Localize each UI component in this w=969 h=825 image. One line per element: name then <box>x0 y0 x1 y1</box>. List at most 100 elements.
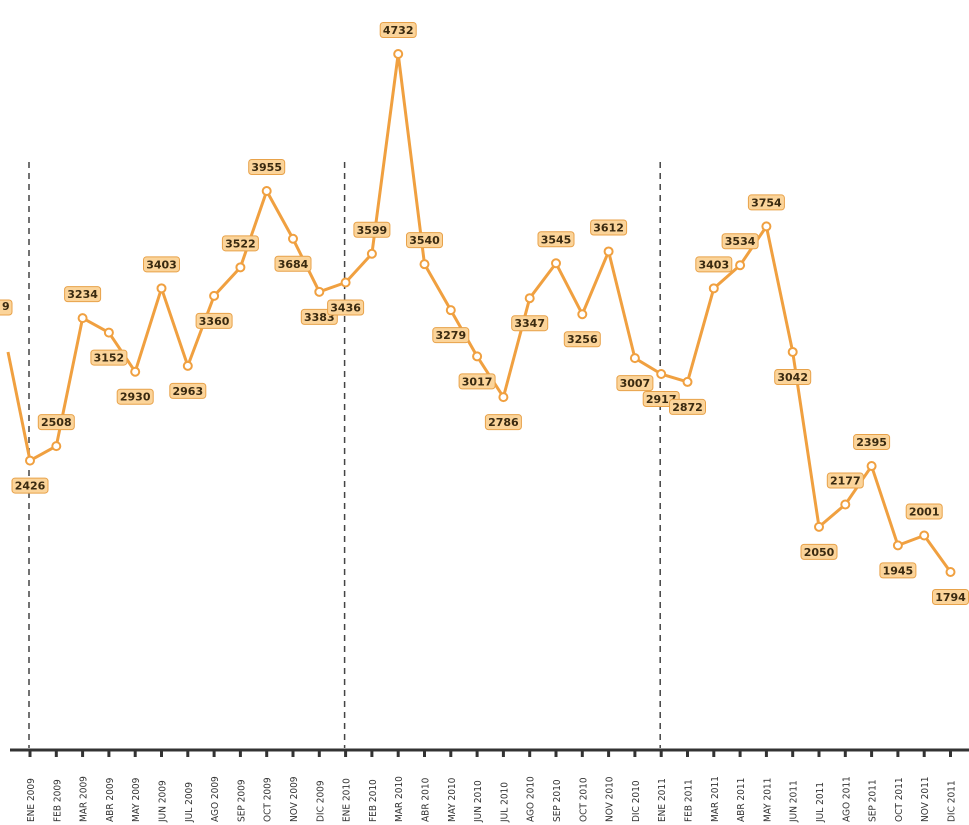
data-point <box>708 283 719 294</box>
data-label-box <box>169 382 207 399</box>
data-label-box <box>353 221 391 238</box>
data-label: 2050 <box>804 546 835 559</box>
partial-data-label-box <box>0 299 13 316</box>
x-tick-label: FEB 2010 <box>368 779 379 822</box>
x-tick-label: AGO 2009 <box>210 776 221 822</box>
data-label: 3612 <box>593 221 624 234</box>
x-axis <box>10 748 969 757</box>
data-label-group: 3540 <box>406 232 443 249</box>
data-label-group: 3754 <box>747 194 785 211</box>
data-point <box>235 262 246 273</box>
data-label-box <box>274 255 312 272</box>
data-label-box <box>721 233 759 250</box>
data-point <box>261 185 272 196</box>
data-label: 3534 <box>725 235 756 248</box>
x-tick-label: SEP 2009 <box>236 779 247 822</box>
data-point <box>77 313 88 324</box>
data-label: 4732 <box>383 24 414 37</box>
data-label: 2786 <box>488 416 519 429</box>
data-point <box>577 309 588 320</box>
data-label: 3545 <box>541 233 572 246</box>
data-point <box>498 392 509 403</box>
data-label-box <box>695 256 733 273</box>
data-label-group: 3279 <box>432 327 470 344</box>
data-label: 3955 <box>251 161 282 174</box>
data-label-box <box>90 349 128 366</box>
data-label: 3436 <box>330 301 361 314</box>
x-tick-label: SEP 2011 <box>868 779 879 822</box>
data-label-group: 3436 <box>327 299 365 316</box>
data-label-group: 2426 <box>11 477 49 494</box>
data-label-group: 1794 <box>932 589 969 605</box>
data-label-box <box>327 299 365 316</box>
data-point <box>524 293 535 304</box>
data-point <box>866 461 877 472</box>
x-tick-label: NOV 2011 <box>920 776 931 822</box>
x-tick-label: ABR 2011 <box>736 778 747 822</box>
data-point <box>25 455 35 466</box>
data-label-group: 3522 <box>221 235 259 252</box>
x-tick-label: MAY 2010 <box>447 777 458 822</box>
data-label: 2001 <box>909 506 940 519</box>
data-label-box <box>432 327 470 344</box>
data-point <box>682 376 693 387</box>
x-tick-label: ENE 2011 <box>657 778 668 822</box>
data-point <box>182 360 193 371</box>
x-tick-label: FEB 2011 <box>684 779 695 822</box>
year-dividers <box>28 162 661 748</box>
x-tick-label: MAR 2010 <box>394 776 405 822</box>
data-label-group: 3403 <box>695 256 733 273</box>
data-label: 3256 <box>567 333 598 346</box>
x-tick-label: AGO 2011 <box>841 776 852 822</box>
data-label-group: 3007 <box>616 375 654 392</box>
data-label-group: 3347 <box>511 315 549 332</box>
data-label-box <box>879 562 917 579</box>
data-label: 3152 <box>94 352 125 365</box>
data-point <box>130 366 141 377</box>
x-tick-label: FEB 2009 <box>52 779 63 822</box>
data-label-group: 4732 <box>379 22 417 38</box>
data-label: 3042 <box>777 371 808 384</box>
data-labels: 2426 2508 3234 3152 2930 3403 2963 3360 3522 3955… <box>11 22 969 605</box>
data-point <box>735 260 746 271</box>
partial-data-label: 9 <box>2 300 10 313</box>
data-label: 2930 <box>120 391 151 404</box>
data-point <box>919 530 930 541</box>
data-label-group: 2786 <box>484 414 522 431</box>
x-tick-label: JUL 2009 <box>184 782 195 823</box>
x-tick-label: NOV 2010 <box>605 776 616 822</box>
data-point <box>814 521 824 532</box>
data-label-box <box>747 194 785 211</box>
data-label-box <box>826 472 864 489</box>
data-point <box>445 305 456 316</box>
data-label-box <box>853 434 891 451</box>
data-label-box <box>563 331 601 348</box>
data-label-box <box>248 158 286 175</box>
data-label: 3383 <box>304 311 335 324</box>
data-point <box>288 233 298 244</box>
data-point <box>393 49 404 59</box>
x-tick-label: OCT 2009 <box>263 777 274 822</box>
data-label-box <box>537 231 575 248</box>
data-label-group: 3599 <box>353 221 391 238</box>
data-label-group: 3152 <box>90 349 128 366</box>
data-label-box <box>143 256 180 273</box>
series-line <box>6 52 952 573</box>
data-label: 2395 <box>856 436 887 449</box>
data-point <box>840 499 851 510</box>
data-label: 2917 <box>646 393 677 406</box>
data-label: 3684 <box>278 258 309 271</box>
data-label: 1794 <box>935 591 966 604</box>
data-point <box>945 567 956 577</box>
x-tick-label: OCT 2011 <box>894 777 905 822</box>
data-label: 3403 <box>146 258 177 271</box>
x-tick-label: JUN 2009 <box>158 780 169 823</box>
data-point <box>156 283 167 294</box>
data-label: 3360 <box>199 315 230 328</box>
data-label: 3754 <box>751 196 782 209</box>
data-label-group: 2395 <box>853 434 891 451</box>
data-label-box <box>195 312 233 329</box>
data-point <box>656 369 667 380</box>
series-line-group <box>6 52 952 573</box>
